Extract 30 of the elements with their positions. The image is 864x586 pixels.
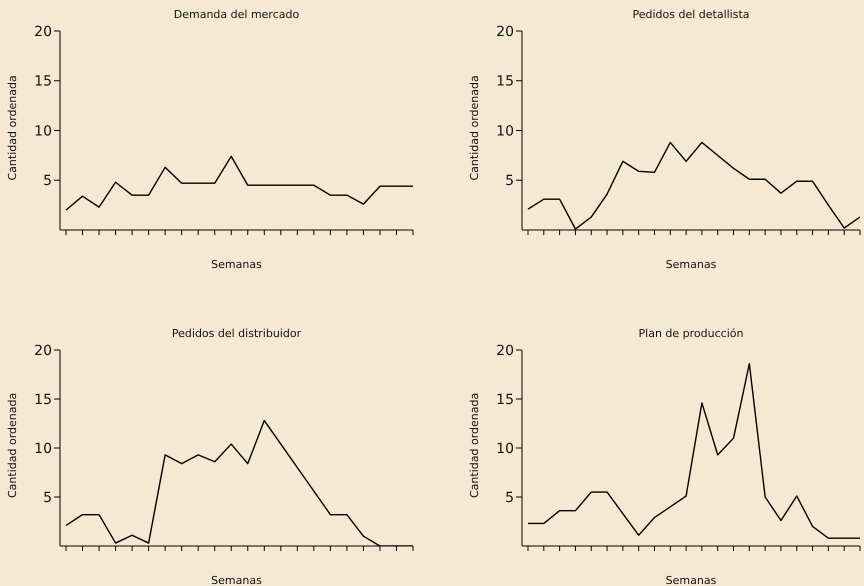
y-tick-label: 10 — [34, 123, 52, 140]
x-axis-title: Semanas — [211, 258, 262, 271]
y-tick-label: 10 — [496, 440, 514, 457]
y-tick-label: 20 — [496, 342, 514, 359]
y-tick-label: 15 — [496, 392, 514, 408]
y-tick-label: 5 — [505, 173, 514, 190]
y-tick-label: 15 — [34, 74, 52, 90]
chart-title: Pedidos del distribuidor — [170, 327, 302, 340]
y-tick-label: 5 — [43, 173, 52, 190]
chart-title: Plan de producción — [638, 327, 744, 340]
line-series — [527, 363, 861, 539]
y-tick-label: 15 — [34, 392, 52, 408]
y-axis-title: Cantidad ordenada — [468, 75, 481, 180]
line-series — [65, 156, 414, 211]
y-tick-label: 5 — [43, 490, 52, 506]
y-tick-label: 10 — [496, 123, 514, 140]
chart-title: Pedidos del detallista — [631, 8, 751, 21]
y-axis-title: Cantidad ordenada — [6, 75, 19, 180]
chart-title: Demanda del mercado — [172, 8, 300, 21]
x-axis-title: Semanas — [211, 574, 262, 586]
y-tick-label: 20 — [34, 342, 52, 359]
y-tick-label: 5 — [505, 490, 514, 506]
x-axis-title: Semanas — [666, 574, 717, 586]
y-tick-label: 20 — [496, 24, 514, 40]
y-tick-label: 20 — [34, 24, 52, 40]
y-axis-title: Cantidad ordenada — [6, 392, 19, 498]
y-tick-label: 10 — [34, 440, 52, 457]
y-axis-title: Cantidad ordenada — [468, 392, 481, 498]
y-tick-label: 15 — [496, 74, 514, 90]
x-axis-title: Semanas — [666, 258, 717, 271]
